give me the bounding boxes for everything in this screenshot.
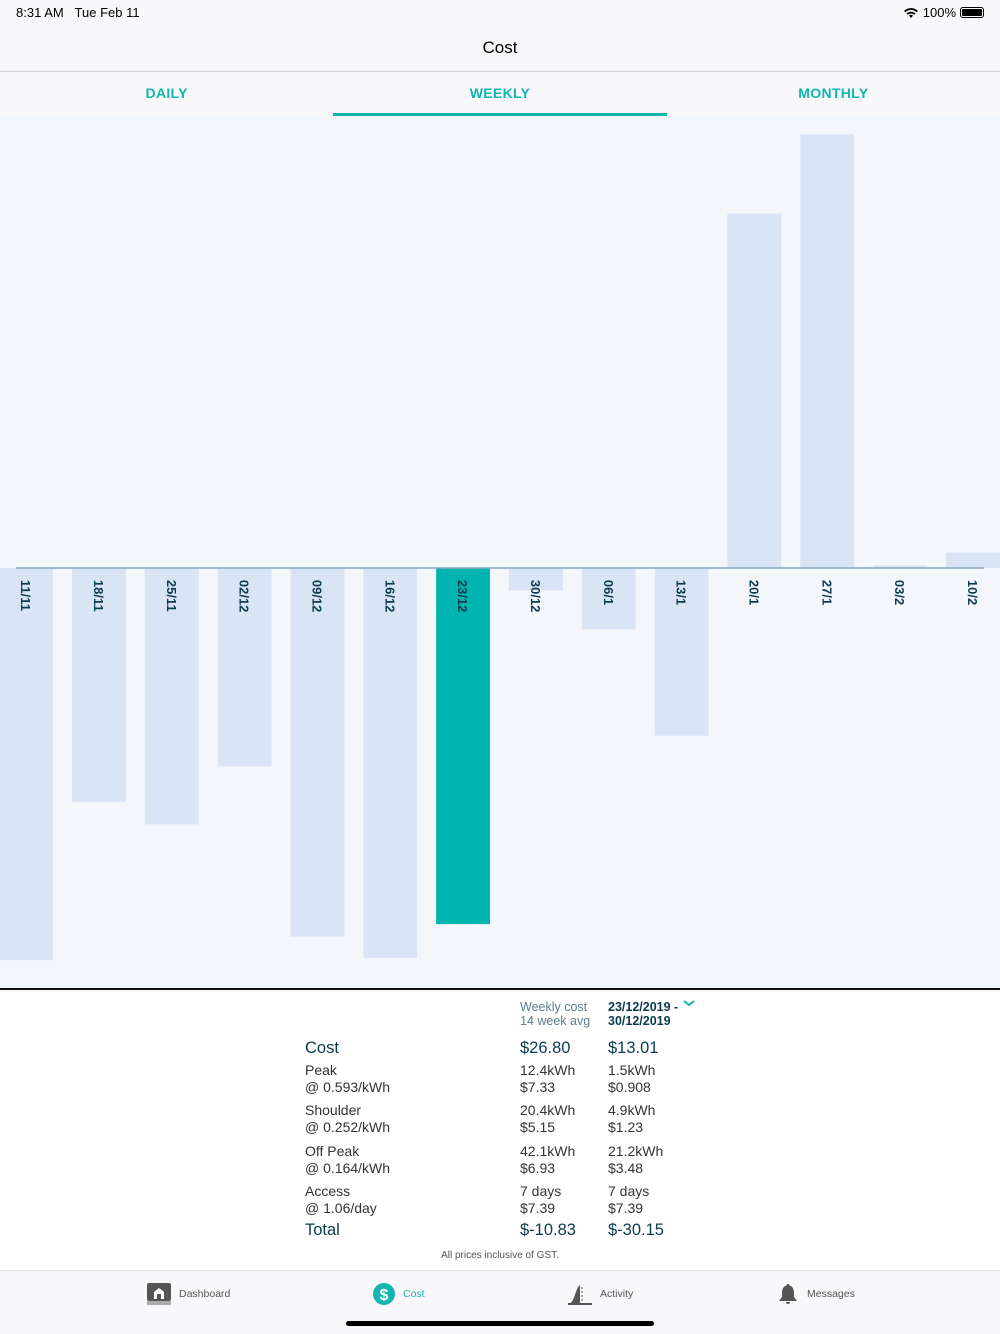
- x-tick-label: 10/2: [965, 580, 980, 605]
- header-line: 14 week avg: [520, 1014, 591, 1028]
- gst-note: All prices inclusive of GST.: [441, 1250, 559, 1261]
- bell-icon: [779, 1284, 797, 1304]
- bar-10-2[interactable]: [945, 552, 1000, 568]
- date-end: 30/12/2019: [608, 1014, 671, 1028]
- x-tick-label: 18/11: [91, 580, 106, 612]
- status-bar: 8:31 AM Tue Feb 11 100%: [0, 0, 1000, 24]
- avg-value: 42.1kWh: [520, 1143, 576, 1159]
- house-icon: [147, 1283, 171, 1305]
- avg-value: 7 days: [520, 1183, 562, 1199]
- row-label: Peak: [305, 1062, 337, 1078]
- tabbar-activity[interactable]: Activity: [568, 1283, 633, 1305]
- tab-label: Cost: [403, 1288, 425, 1300]
- avg-cost: $7.39: [520, 1200, 556, 1216]
- bar-13-1[interactable]: [654, 567, 709, 736]
- bar-02-12[interactable]: [217, 567, 272, 767]
- dollar-icon: $: [373, 1283, 395, 1305]
- row-rate: @ 0.164/kWh: [305, 1160, 391, 1176]
- bar-30-12[interactable]: [508, 567, 563, 591]
- x-tick-label: 16/12: [382, 580, 397, 612]
- avg-value: 12.4kWh: [520, 1062, 576, 1078]
- home-indicator[interactable]: [346, 1321, 654, 1326]
- bar-27-1[interactable]: [800, 134, 855, 568]
- row-label: Total: [305, 1221, 340, 1239]
- x-tick-label: 03/2: [892, 580, 907, 605]
- battery-percent: 100%: [922, 5, 956, 20]
- week-value: 21.2kWh: [608, 1143, 664, 1159]
- battery-icon: [960, 7, 984, 18]
- wifi-icon: [903, 7, 918, 18]
- week-value: 7 days: [608, 1183, 650, 1199]
- x-tick-label: 27/1: [819, 580, 834, 605]
- avg-value: $-10.83: [520, 1221, 576, 1239]
- cost-summary: Weekly cost 14 week avg 23/12/2019 - 30/…: [0, 992, 1000, 1270]
- week-value: $-30.15: [608, 1221, 664, 1239]
- week-value: 4.9kWh: [608, 1102, 656, 1118]
- bar-18-11[interactable]: [71, 567, 126, 802]
- tab-label: Dashboard: [179, 1288, 231, 1300]
- period-tabs: DAILY WEEKLY MONTHLY: [0, 73, 1000, 116]
- week-value: 1.5kWh: [608, 1062, 656, 1078]
- row-rate: @ 0.593/kWh: [305, 1079, 391, 1095]
- header-line: Weekly cost: [520, 1000, 588, 1014]
- page-title: Cost: [0, 24, 1000, 72]
- x-tick-label: 11/11: [18, 580, 33, 611]
- date-start: 23/12/2019 -: [608, 1000, 679, 1014]
- week-cost: $1.23: [608, 1119, 644, 1135]
- weekly-cost-chart[interactable]: 11/11 18/11 25/11 02/12 09/12 16/12 23/12 30/12…: [0, 116, 1000, 990]
- status-right: 100%: [903, 5, 984, 20]
- svg-text:$: $: [380, 1287, 389, 1304]
- status-time: 8:31 AM Tue Feb 11: [16, 5, 140, 20]
- x-tick-label: 09/12: [309, 580, 324, 612]
- bar-09-12[interactable]: [290, 567, 345, 937]
- tab-bar: Dashboard $ Cost Activity Messages: [0, 1270, 1000, 1334]
- tabbar-messages[interactable]: Messages: [777, 1283, 855, 1305]
- time: 8:31 AM: [16, 5, 64, 20]
- avg-column-header: Weekly cost 14 week avg: [520, 1000, 590, 1028]
- x-tick-label: 23/12: [455, 580, 470, 612]
- week-cost: $7.39: [608, 1200, 644, 1216]
- x-tick-label: 02/12: [237, 580, 252, 612]
- activity-icon: [568, 1285, 592, 1305]
- row-label: Off Peak: [305, 1143, 360, 1159]
- row-label: Shoulder: [305, 1102, 362, 1118]
- avg-cost: $6.93: [520, 1160, 556, 1176]
- x-tick-label: 25/11: [164, 580, 179, 612]
- week-value: $13.01: [608, 1039, 659, 1057]
- bar-23-12[interactable]: [436, 567, 491, 925]
- tab-monthly[interactable]: MONTHLY: [798, 85, 869, 101]
- date-range-selector[interactable]: 23/12/2019 - 30/12/2019: [608, 1000, 695, 1028]
- x-tick-label: 30/12: [528, 580, 543, 612]
- bar-16-12[interactable]: [363, 567, 418, 958]
- bar-20-1[interactable]: [727, 213, 782, 568]
- x-tick-label: 20/1: [746, 580, 761, 605]
- tabbar-dashboard[interactable]: Dashboard: [147, 1283, 230, 1305]
- x-tick-label: 06/1: [601, 580, 616, 605]
- bar-03-2[interactable]: [873, 565, 928, 568]
- bar-11-11[interactable]: [0, 567, 54, 961]
- row-label: Access: [305, 1183, 351, 1199]
- avg-cost: $7.33: [520, 1079, 556, 1095]
- tab-daily[interactable]: DAILY: [145, 85, 188, 101]
- x-tick-label: 13/1: [674, 580, 689, 605]
- avg-cost: $5.15: [520, 1119, 556, 1135]
- row-rate: @ 0.252/kWh: [305, 1119, 391, 1135]
- row-label: Cost: [305, 1039, 339, 1057]
- tab-label: Messages: [807, 1288, 855, 1300]
- date: Tue Feb 11: [74, 5, 140, 20]
- chevron-down-icon[interactable]: [682, 1000, 696, 1008]
- tab-weekly[interactable]: WEEKLY: [333, 73, 667, 116]
- avg-value: 20.4kWh: [520, 1102, 576, 1118]
- bar-25-11[interactable]: [144, 567, 199, 825]
- tabbar-cost[interactable]: $ Cost: [373, 1283, 425, 1305]
- tab-label: Activity: [600, 1288, 634, 1300]
- week-cost: $3.48: [608, 1160, 644, 1176]
- row-rate: @ 1.06/day: [305, 1200, 377, 1216]
- avg-value: $26.80: [520, 1039, 571, 1057]
- week-cost: $0.908: [608, 1079, 651, 1095]
- bar-06-1[interactable]: [581, 567, 636, 630]
